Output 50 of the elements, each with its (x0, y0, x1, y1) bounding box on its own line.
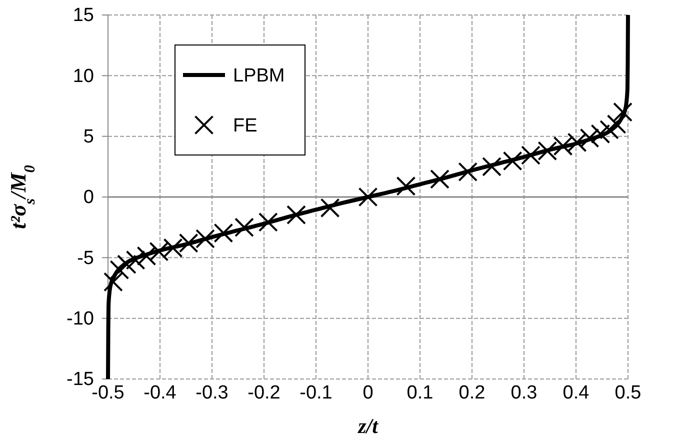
point (178, 233, 198, 253)
x-tick-label: -0.2 (248, 382, 280, 404)
x-tick-label: 0.1 (406, 382, 434, 404)
legend-label: FE (233, 116, 258, 137)
point (482, 156, 502, 176)
y-tick-label: 10 (72, 66, 94, 87)
point (430, 169, 450, 189)
x-tick-label: 0.4 (562, 382, 590, 404)
point (358, 187, 378, 207)
point (567, 132, 587, 152)
point (196, 229, 215, 248)
point (214, 223, 234, 243)
point (458, 162, 478, 182)
point (396, 176, 416, 196)
x-tick-label: 0.2 (458, 382, 486, 404)
point (126, 250, 146, 270)
x-tick-label: -0.5 (92, 382, 124, 404)
point (553, 136, 573, 156)
point (580, 128, 600, 148)
point (538, 141, 558, 161)
point (103, 272, 123, 292)
point (258, 212, 278, 232)
x-tick-label: 0.3 (510, 382, 538, 404)
point (502, 151, 522, 171)
point (600, 120, 619, 140)
point (234, 218, 254, 238)
point (163, 238, 183, 258)
point (521, 146, 540, 165)
point (136, 246, 156, 266)
y-tick-label: 0 (83, 187, 94, 208)
y-tick-label: -10 (66, 308, 94, 330)
y-tick-label: 15 (72, 5, 94, 26)
y-tick-label: 5 (83, 126, 94, 148)
point (590, 124, 610, 144)
point (117, 254, 136, 274)
point (320, 198, 340, 218)
point (149, 242, 169, 262)
x-tick-label: 0.5 (614, 382, 642, 404)
x-tick-label: -0.4 (144, 382, 177, 404)
y-tick-label: -5 (77, 248, 94, 269)
point (613, 102, 633, 122)
point (286, 205, 306, 225)
legend-label: LPBM (233, 66, 285, 87)
x-tick-label: -0.3 (196, 382, 228, 404)
x-tick-label: 0 (362, 382, 374, 404)
y-tick-label: -15 (66, 369, 94, 390)
point (110, 260, 130, 280)
x-tick-label: -0.1 (300, 382, 332, 404)
x-axis-title: z/t (357, 414, 380, 438)
point (606, 114, 626, 134)
